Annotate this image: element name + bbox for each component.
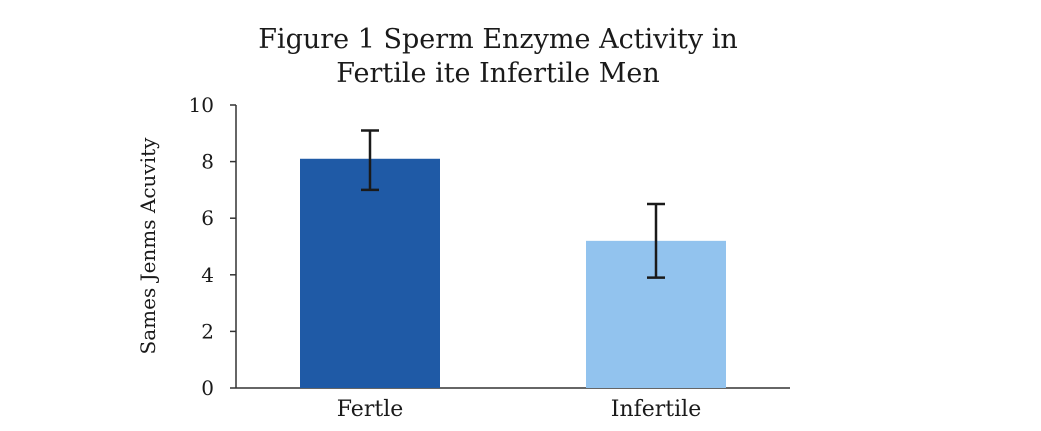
x-category-label: Infertile: [611, 397, 701, 422]
x-category-label: Fertle: [337, 397, 404, 422]
chart-title-line-2: Fertile ite Infertile Men: [336, 58, 660, 89]
y-tick-label: 0: [201, 376, 214, 400]
chart-title-line-1: Figure 1 Sperm Enzyme Activity in: [258, 24, 738, 55]
bar-1: [300, 158, 440, 388]
y-tick-label: 8: [201, 150, 214, 174]
y-tick-label: 4: [201, 263, 214, 287]
y-tick-label: 6: [201, 206, 214, 230]
y-tick-label: 10: [189, 93, 214, 117]
y-tick-label: 2: [201, 319, 214, 343]
